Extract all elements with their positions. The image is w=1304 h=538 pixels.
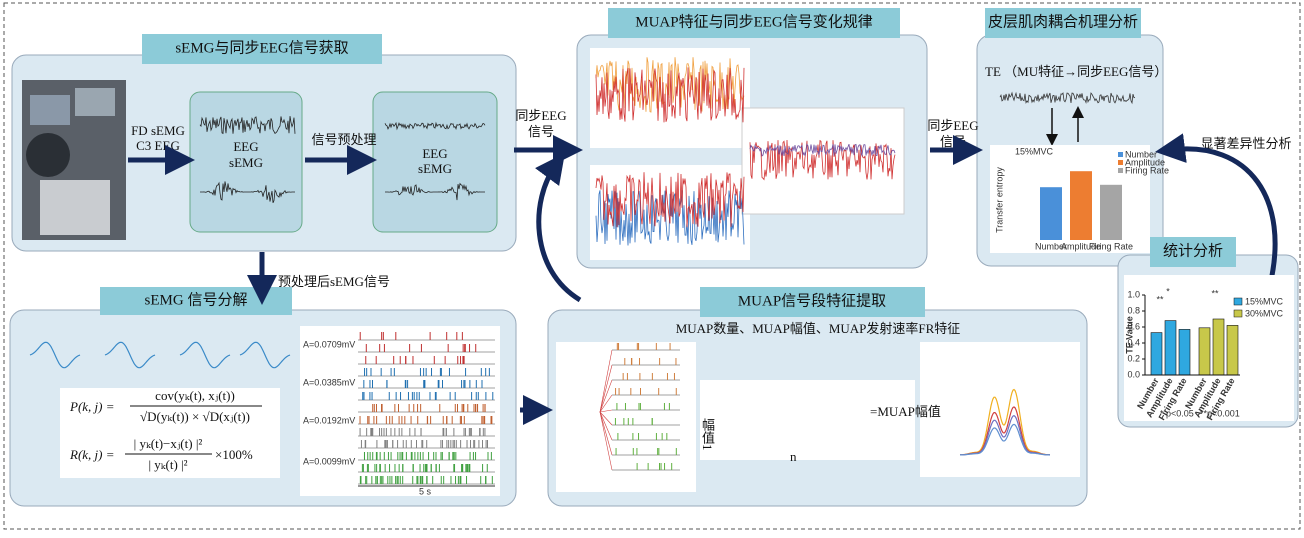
n-label: n <box>790 449 797 464</box>
legend-swatch <box>1118 160 1123 165</box>
arrow-label: 显著差异性分析 <box>1200 136 1291 151</box>
y-tick-label: 1.0 <box>1127 289 1140 299</box>
amp-label: A=0.0709mV <box>303 339 355 349</box>
legend-label: 15%MVC <box>1245 296 1284 306</box>
y-tick-label: 0.0 <box>1127 369 1140 379</box>
y-label: Transfer entropy <box>994 167 1004 233</box>
legend-swatch <box>1118 168 1123 173</box>
amp-label: A=0.0099mV <box>303 456 355 466</box>
bar <box>1151 333 1162 375</box>
formula: √D(yₖ(t)) × √D(xⱼ(t)) <box>140 409 250 424</box>
arrow-label: 同步EEG <box>927 118 978 133</box>
arrow-label: 信号 <box>940 134 966 149</box>
formula: P(k, j) = <box>69 399 115 414</box>
panel-title: 统计分析 <box>1163 242 1223 259</box>
x-tick-label: Firing Rate <box>1089 241 1133 251</box>
arrow-label: 信号 <box>528 124 554 139</box>
formula: cov(yₖ(t), xⱼ(t)) <box>155 388 235 403</box>
legend-swatch <box>1118 152 1123 157</box>
bar <box>1070 171 1092 240</box>
panel-title: sEMG 信号分解 <box>145 291 248 308</box>
y-tick-label: 0.2 <box>1127 353 1140 363</box>
significance: ** <box>1156 294 1164 304</box>
note: * p<0.05 <box>1160 408 1194 418</box>
arrow-label: 信号预处理 <box>311 132 376 147</box>
box-label: EEG <box>233 139 258 154</box>
panel-title: 皮层肌肉耦合机理分析 <box>988 13 1138 30</box>
y-tick-label: 0.6 <box>1127 321 1140 331</box>
significance: ** <box>1211 288 1219 298</box>
te-label: TE （MU特征→同步EEG信号） <box>985 64 1167 79</box>
formula: | yₖ(t)−xⱼ(t) |² <box>134 436 203 451</box>
bar <box>1199 328 1210 375</box>
bar <box>1213 319 1224 375</box>
legend-swatch <box>1234 310 1242 317</box>
panel-title: sEMG与同步EEG信号获取 <box>175 39 348 56</box>
y-tick-label: 0.8 <box>1127 305 1140 315</box>
diagram: sEMG与同步EEG信号获取 sEMG 信号分解 MUAP特征与同步EEG信号变… <box>0 0 1304 533</box>
box-label: sEMG <box>418 161 452 176</box>
formula: ×100% <box>215 447 253 462</box>
formula: | yₖ(t) |² <box>148 457 187 472</box>
amp-label: A=0.0192mV <box>303 415 355 425</box>
duration: 5 s <box>419 486 432 496</box>
legend-label: 30%MVC <box>1245 308 1284 318</box>
arrow-label: 同步EEG <box>515 108 566 123</box>
input-label: C3 EEG <box>136 138 180 153</box>
bar <box>1165 321 1176 375</box>
formula: R(k, j) = <box>69 447 115 462</box>
y-tick-label: 0.4 <box>1127 337 1140 347</box>
panel-title: MUAP特征与同步EEG信号变化规律 <box>635 13 873 30</box>
arrow-label: 预处理后sEMG信号 <box>278 274 390 289</box>
bar <box>1227 325 1238 375</box>
box-label: EEG <box>422 146 447 161</box>
result: =MUAP幅值 <box>870 404 941 419</box>
legend-swatch <box>1234 298 1242 305</box>
chart-title: 15%MVC <box>1015 146 1054 156</box>
panel-title: MUAP信号段特征提取 <box>738 292 886 309</box>
legend-label: Firing Rate <box>1125 165 1169 175</box>
subtitle: MUAP数量、MUAP幅值、MUAP发射速率FR特征 <box>676 321 961 336</box>
bar <box>1100 185 1122 240</box>
significance: * <box>1166 286 1170 296</box>
amp-label: 幅值1 <box>700 418 715 451</box>
note: **p<0.001 <box>1200 408 1240 418</box>
bar <box>1179 329 1190 375</box>
box-label: sEMG <box>229 155 263 170</box>
amp-label: A=0.0385mV <box>303 377 355 387</box>
bar <box>1040 187 1062 240</box>
input-label: FD sEMG <box>131 123 185 138</box>
